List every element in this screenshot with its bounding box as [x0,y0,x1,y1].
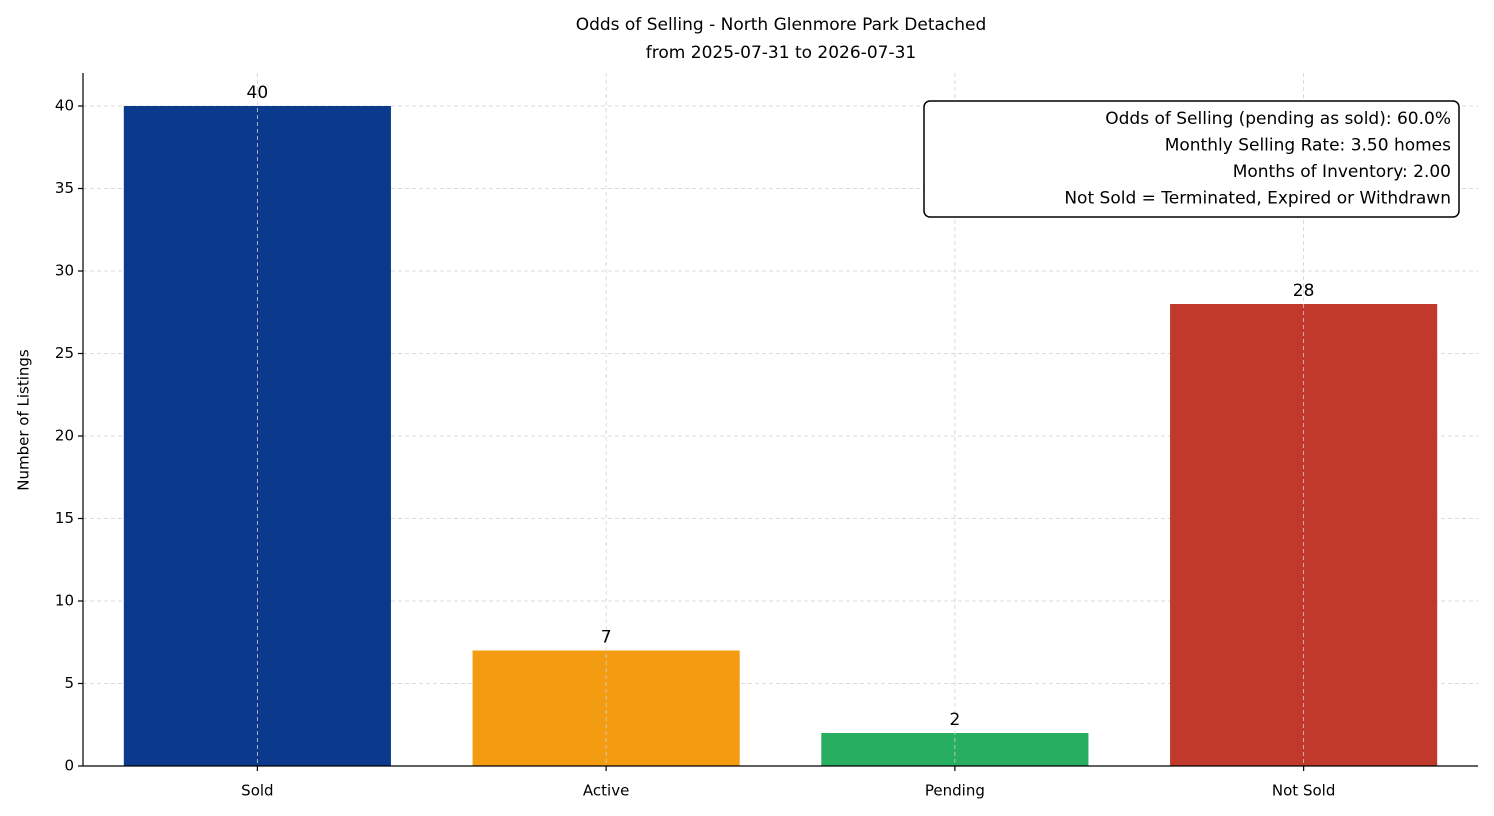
annotation-text: Odds of Selling (pending as sold): 60.0% [1105,109,1451,129]
annotation-text: Monthly Selling Rate: 3.50 homes [1165,136,1451,156]
y-tick-label: 5 [64,674,74,692]
x-tick-label: Active [583,782,629,800]
value-label: 2 [949,710,960,730]
y-tick-label: 25 [55,344,74,362]
y-tick-label: 15 [55,509,74,527]
value-label: 7 [601,628,612,648]
annotation-text: Not Sold = Terminated, Expired or Withdr… [1064,189,1451,209]
annotation-box [923,100,1460,218]
value-label: 40 [247,83,269,103]
y-tick-label: 35 [55,179,74,197]
annotation-text: Months of Inventory: 2.00 [1233,162,1451,182]
y-axis-label: Number of Listings [15,349,33,491]
y-tick-label: 40 [55,97,74,115]
y-tick-label: 20 [55,427,74,445]
y-tick-label: 10 [55,592,74,610]
value-label: 28 [1293,281,1315,301]
x-tick-label: Not Sold [1272,782,1335,800]
x-tick-label: Pending [925,782,985,800]
x-tick-label: Sold [241,782,273,800]
chart-title: Odds of Selling - North Glenmore Park De… [576,15,987,35]
chart-subtitle: from 2025-07-31 to 2026-07-31 [646,43,916,63]
y-tick-label: 30 [55,262,74,280]
bar [123,106,391,766]
y-tick-label: 0 [64,757,74,775]
